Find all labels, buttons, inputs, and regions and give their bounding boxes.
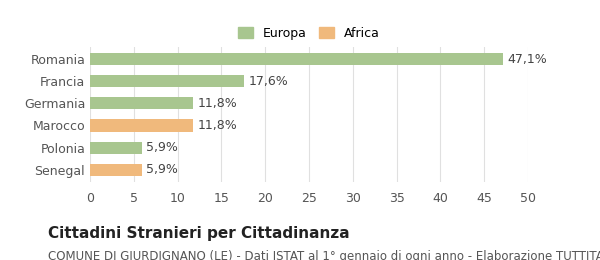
Legend: Europa, Africa: Europa, Africa [234,23,384,44]
Bar [90,141,142,154]
Bar [90,53,503,65]
Text: 5,9%: 5,9% [146,163,178,176]
Bar [90,119,193,132]
Text: 47,1%: 47,1% [507,53,547,66]
Text: 11,8%: 11,8% [198,97,238,110]
Text: 11,8%: 11,8% [198,119,238,132]
Text: 5,9%: 5,9% [146,141,178,154]
Text: 17,6%: 17,6% [248,75,289,88]
Bar [90,75,244,87]
Text: Cittadini Stranieri per Cittadinanza: Cittadini Stranieri per Cittadinanza [48,226,350,241]
Bar [90,164,142,176]
Text: COMUNE DI GIURDIGNANO (LE) - Dati ISTAT al 1° gennaio di ogni anno - Elaborazion: COMUNE DI GIURDIGNANO (LE) - Dati ISTAT … [48,250,600,260]
Bar [90,97,193,109]
